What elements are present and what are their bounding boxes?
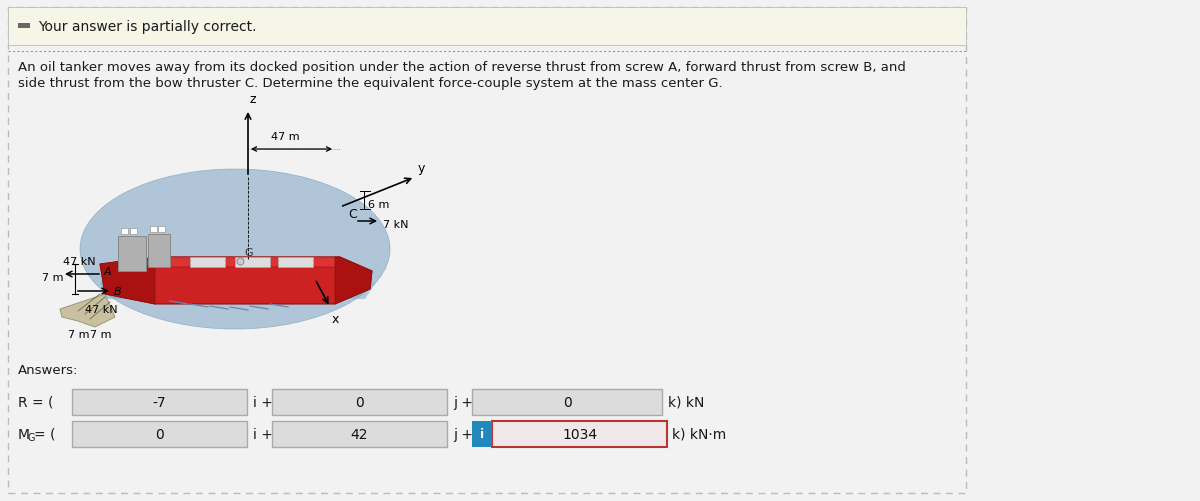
FancyBboxPatch shape bbox=[235, 258, 270, 268]
FancyBboxPatch shape bbox=[118, 236, 146, 272]
Text: side thrust from the bow thruster C. Determine the equivalent force-couple syste: side thrust from the bow thruster C. Det… bbox=[18, 77, 722, 90]
Text: 0: 0 bbox=[563, 395, 571, 409]
FancyBboxPatch shape bbox=[158, 226, 166, 232]
FancyBboxPatch shape bbox=[272, 421, 446, 447]
Text: i: i bbox=[480, 428, 484, 440]
Text: j +: j + bbox=[454, 395, 473, 409]
Text: i +: i + bbox=[253, 395, 272, 409]
Text: = (: = ( bbox=[34, 427, 55, 441]
FancyBboxPatch shape bbox=[130, 228, 137, 234]
FancyBboxPatch shape bbox=[72, 421, 247, 447]
Text: k) kN·m: k) kN·m bbox=[672, 427, 726, 441]
Text: j +: j + bbox=[454, 427, 473, 441]
Text: 7 kN: 7 kN bbox=[383, 219, 408, 229]
Polygon shape bbox=[100, 258, 372, 305]
FancyBboxPatch shape bbox=[121, 228, 128, 234]
Text: 7 m: 7 m bbox=[90, 329, 112, 339]
Text: R = (: R = ( bbox=[18, 395, 54, 409]
Text: Your answer is partially correct.: Your answer is partially correct. bbox=[38, 20, 257, 34]
Text: B: B bbox=[114, 287, 121, 297]
Text: x: x bbox=[332, 313, 340, 325]
Text: z: z bbox=[250, 93, 257, 106]
Polygon shape bbox=[60, 295, 115, 327]
Text: 7 m: 7 m bbox=[68, 329, 90, 339]
Text: An oil tanker moves away from its docked position under the action of reverse th: An oil tanker moves away from its docked… bbox=[18, 62, 906, 74]
Text: -7: -7 bbox=[152, 395, 167, 409]
Polygon shape bbox=[335, 258, 372, 305]
FancyBboxPatch shape bbox=[472, 389, 662, 415]
FancyBboxPatch shape bbox=[148, 234, 170, 268]
FancyBboxPatch shape bbox=[72, 389, 247, 415]
Text: G: G bbox=[244, 247, 253, 258]
FancyBboxPatch shape bbox=[472, 421, 492, 447]
Polygon shape bbox=[155, 258, 340, 268]
Text: M: M bbox=[18, 427, 30, 441]
FancyBboxPatch shape bbox=[18, 24, 30, 29]
Text: 42: 42 bbox=[350, 427, 368, 441]
Text: 7 m: 7 m bbox=[42, 273, 64, 283]
Text: k) kN: k) kN bbox=[668, 395, 704, 409]
Text: C: C bbox=[349, 208, 358, 221]
Text: 47 kN: 47 kN bbox=[85, 305, 118, 314]
Text: G: G bbox=[28, 432, 35, 442]
FancyBboxPatch shape bbox=[150, 226, 157, 232]
Polygon shape bbox=[100, 275, 374, 300]
Text: 47 m: 47 m bbox=[271, 132, 299, 142]
Text: 0: 0 bbox=[355, 395, 364, 409]
Text: 6 m: 6 m bbox=[368, 199, 389, 209]
Text: 47 kN: 47 kN bbox=[64, 257, 96, 267]
FancyBboxPatch shape bbox=[492, 421, 667, 447]
FancyBboxPatch shape bbox=[190, 258, 226, 268]
Ellipse shape bbox=[80, 170, 390, 329]
FancyBboxPatch shape bbox=[272, 389, 446, 415]
Text: Answers:: Answers: bbox=[18, 363, 78, 376]
Text: y: y bbox=[418, 162, 425, 175]
Text: 0: 0 bbox=[155, 427, 164, 441]
Polygon shape bbox=[100, 262, 155, 305]
Text: A: A bbox=[104, 267, 112, 277]
FancyBboxPatch shape bbox=[278, 258, 313, 268]
Text: 1034: 1034 bbox=[562, 427, 598, 441]
Text: i +: i + bbox=[253, 427, 272, 441]
FancyBboxPatch shape bbox=[8, 8, 966, 46]
